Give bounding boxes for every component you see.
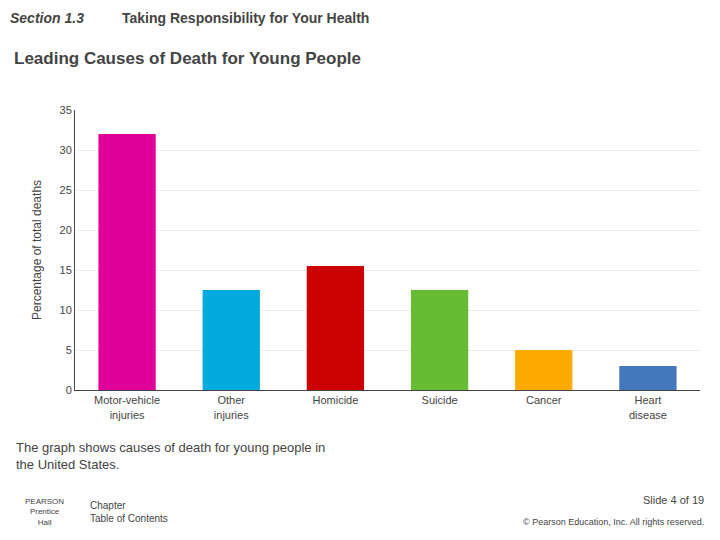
svg-text:20: 20 xyxy=(60,224,72,236)
svg-text:PEARSONPrenticeHall: PEARSONPrenticeHall xyxy=(25,497,64,527)
svg-text:Cancer: Cancer xyxy=(526,394,562,406)
svg-text:Percentage of total deaths: Percentage of total deaths xyxy=(30,180,44,320)
svg-text:Heartdisease: Heartdisease xyxy=(629,394,667,420)
svg-text:25: 25 xyxy=(60,184,72,196)
svg-text:ChapterTable of Contents: ChapterTable of Contents xyxy=(90,500,168,524)
svg-text:The graph shows causes of deat: The graph shows causes of death for youn… xyxy=(16,440,325,472)
svg-text:Section 1.3: Section 1.3 xyxy=(10,10,84,26)
svg-text:Taking Responsibility for Your: Taking Responsibility for Your Health xyxy=(122,10,369,26)
svg-text:35: 35 xyxy=(60,104,72,116)
svg-text:Motor-vehicleinjuries: Motor-vehicleinjuries xyxy=(94,394,160,420)
svg-text:© Pearson Education, Inc. All: © Pearson Education, Inc. All rights res… xyxy=(523,517,704,527)
svg-text:Otherinjuries: Otherinjuries xyxy=(214,394,249,420)
svg-text:Homicide: Homicide xyxy=(312,394,358,406)
svg-text:Leading Causes of Death for Yo: Leading Causes of Death for Young People xyxy=(14,49,361,68)
svg-text:0: 0 xyxy=(66,384,72,396)
svg-text:Suicide: Suicide xyxy=(422,394,458,406)
svg-text:15: 15 xyxy=(60,264,72,276)
svg-text:5: 5 xyxy=(66,344,72,356)
svg-text:Slide 4 of 19: Slide 4 of 19 xyxy=(643,494,704,506)
svg-text:30: 30 xyxy=(60,144,72,156)
svg-text:10: 10 xyxy=(60,304,72,316)
